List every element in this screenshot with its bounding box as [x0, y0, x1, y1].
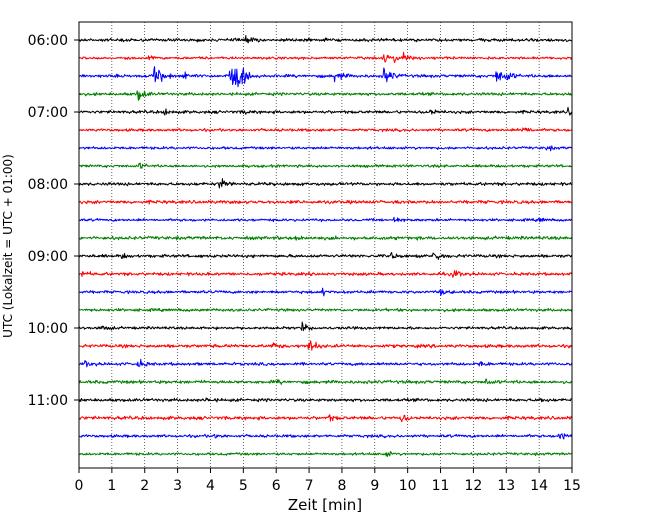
x-tick-label: 3: [173, 478, 182, 494]
x-tick-label: 4: [206, 478, 215, 494]
y-tick-label: 08:00: [28, 177, 68, 193]
plot-frame: [78, 21, 573, 469]
y-tick-label: 11:00: [28, 393, 68, 409]
seismogram-trace: [79, 340, 573, 351]
y-axis-ticks: 06:00 07:00 08:00 09:00 10:00 11:00: [28, 33, 79, 409]
seismogram-trace: [78, 451, 572, 457]
seismogram-trace: [78, 216, 572, 223]
seismogram-trace: [78, 90, 573, 101]
seismogram-trace: [78, 270, 573, 278]
y-tick-label: 10:00: [28, 321, 68, 337]
x-axis-ticks: 0 1 2 3 4 5 6 7 8 9 10 11 12 13 14 15: [75, 468, 581, 494]
x-tick-label: 11: [432, 478, 450, 494]
seismogram-trace: [78, 199, 572, 205]
seismogram-trace: [78, 307, 573, 313]
seismogram-traces: [78, 35, 573, 457]
seismogram-trace: [78, 35, 572, 44]
x-tick-label: 5: [239, 478, 248, 494]
x-tick-label: 2: [140, 478, 149, 494]
x-tick-label: 14: [530, 478, 548, 494]
seismogram-trace: [78, 414, 573, 423]
x-tick-label: 13: [497, 478, 515, 494]
seismogram-trace: [79, 127, 572, 133]
seismogram-trace: [78, 178, 573, 189]
x-tick-label: 0: [75, 478, 84, 494]
y-tick-label: 07:00: [28, 105, 68, 121]
seismogram-trace: [78, 358, 573, 368]
seismogram-trace: [78, 51, 573, 64]
x-tick-label: 12: [464, 478, 482, 494]
x-axis-label: Zeit [min]: [288, 496, 362, 514]
seismogram-trace: [78, 397, 572, 403]
seismogram-trace: [78, 235, 573, 241]
x-tick-label: 6: [272, 478, 281, 494]
x-tick-label: 9: [370, 478, 379, 494]
x-tick-label: 7: [305, 478, 314, 494]
x-tick-label: 8: [337, 478, 346, 494]
seismogram-trace: [78, 433, 573, 440]
y-axis-label: UTC (Lokalzeit = UTC + 01:00): [1, 154, 15, 338]
x-tick-label: 1: [107, 478, 116, 494]
x-tick-label: 10: [399, 478, 417, 494]
x-tick-label: 15: [563, 478, 581, 494]
seismogram-trace: [78, 287, 572, 297]
y-tick-label: 09:00: [28, 249, 68, 265]
seismogram-trace: [78, 378, 573, 385]
grid-lines: [111, 22, 540, 468]
seismogram-trace: [78, 321, 573, 332]
seismogram-trace: [78, 145, 573, 152]
y-tick-label: 06:00: [28, 33, 68, 49]
seismogram-trace: [78, 106, 573, 116]
seismogram-trace: [78, 162, 572, 169]
seismogram-trace: [78, 66, 572, 88]
seismogram-trace: [78, 252, 573, 260]
